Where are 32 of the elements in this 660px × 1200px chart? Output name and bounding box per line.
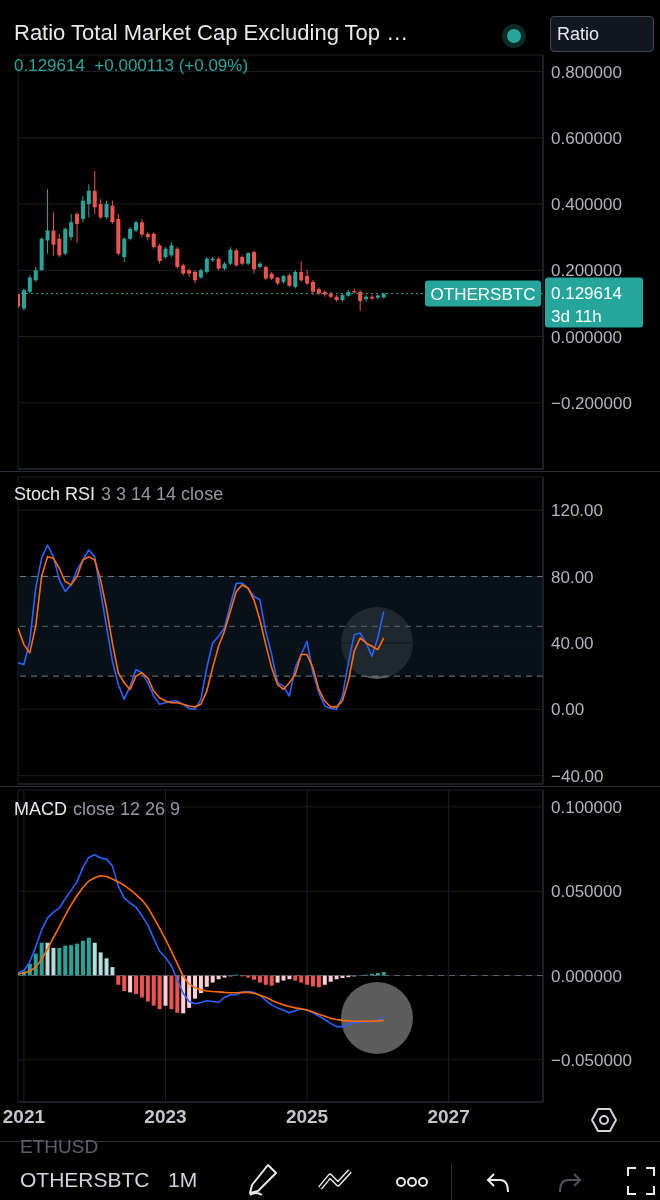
y-tick-label: 0.600000 <box>551 128 622 148</box>
y-tick-label: 0.000000 <box>551 327 622 347</box>
y-tick-label: −0.200000 <box>551 393 632 413</box>
y-tick-label: 0.200000 <box>551 261 622 281</box>
y-tick-label: 0.400000 <box>551 195 622 215</box>
y-tick-label: 0.800000 <box>551 62 622 82</box>
text: 1M <box>168 1168 198 1192</box>
text: OTHERSBTC <box>20 1168 150 1192</box>
y-tick-label: 0.00 <box>551 700 585 720</box>
text: close 12 26 9 <box>73 799 181 819</box>
y-tick-label: 80.00 <box>551 567 594 587</box>
chart-subtitle: 3 3 14 14 close <box>101 484 224 504</box>
chart-title: Stoch RSI <box>14 484 96 504</box>
text: 3d 11h <box>551 306 602 326</box>
x-tick-label: 2023 <box>144 1106 187 1128</box>
text: 0.129614 <box>551 283 622 303</box>
y-tick-label: 0.100000 <box>551 797 622 817</box>
y-tick-label: 120.00 <box>551 501 603 521</box>
text: ETHUSD <box>20 1136 99 1158</box>
y-tick-label: 0.000000 <box>551 966 622 986</box>
text: Ratio <box>550 16 654 52</box>
y-tick-label: −40.00 <box>551 766 604 786</box>
text: MACD <box>14 799 67 819</box>
x-tick-label: 2021 <box>2 1106 46 1128</box>
y-tick-label: −0.050000 <box>551 1050 632 1070</box>
chart-subtitle: 0.129614 +0.000113 (+0.09%) <box>14 56 249 76</box>
y-tick-label: 40.00 <box>551 633 594 653</box>
y-tick-label: 0.050000 <box>551 882 622 902</box>
x-tick-label: 2027 <box>427 1106 470 1128</box>
x-tick-label: 2025 <box>285 1106 329 1128</box>
ref-line-label: OTHERSBTC <box>430 284 536 304</box>
chart-title: Ratio Total Market Cap Excluding Top … <box>14 20 409 45</box>
